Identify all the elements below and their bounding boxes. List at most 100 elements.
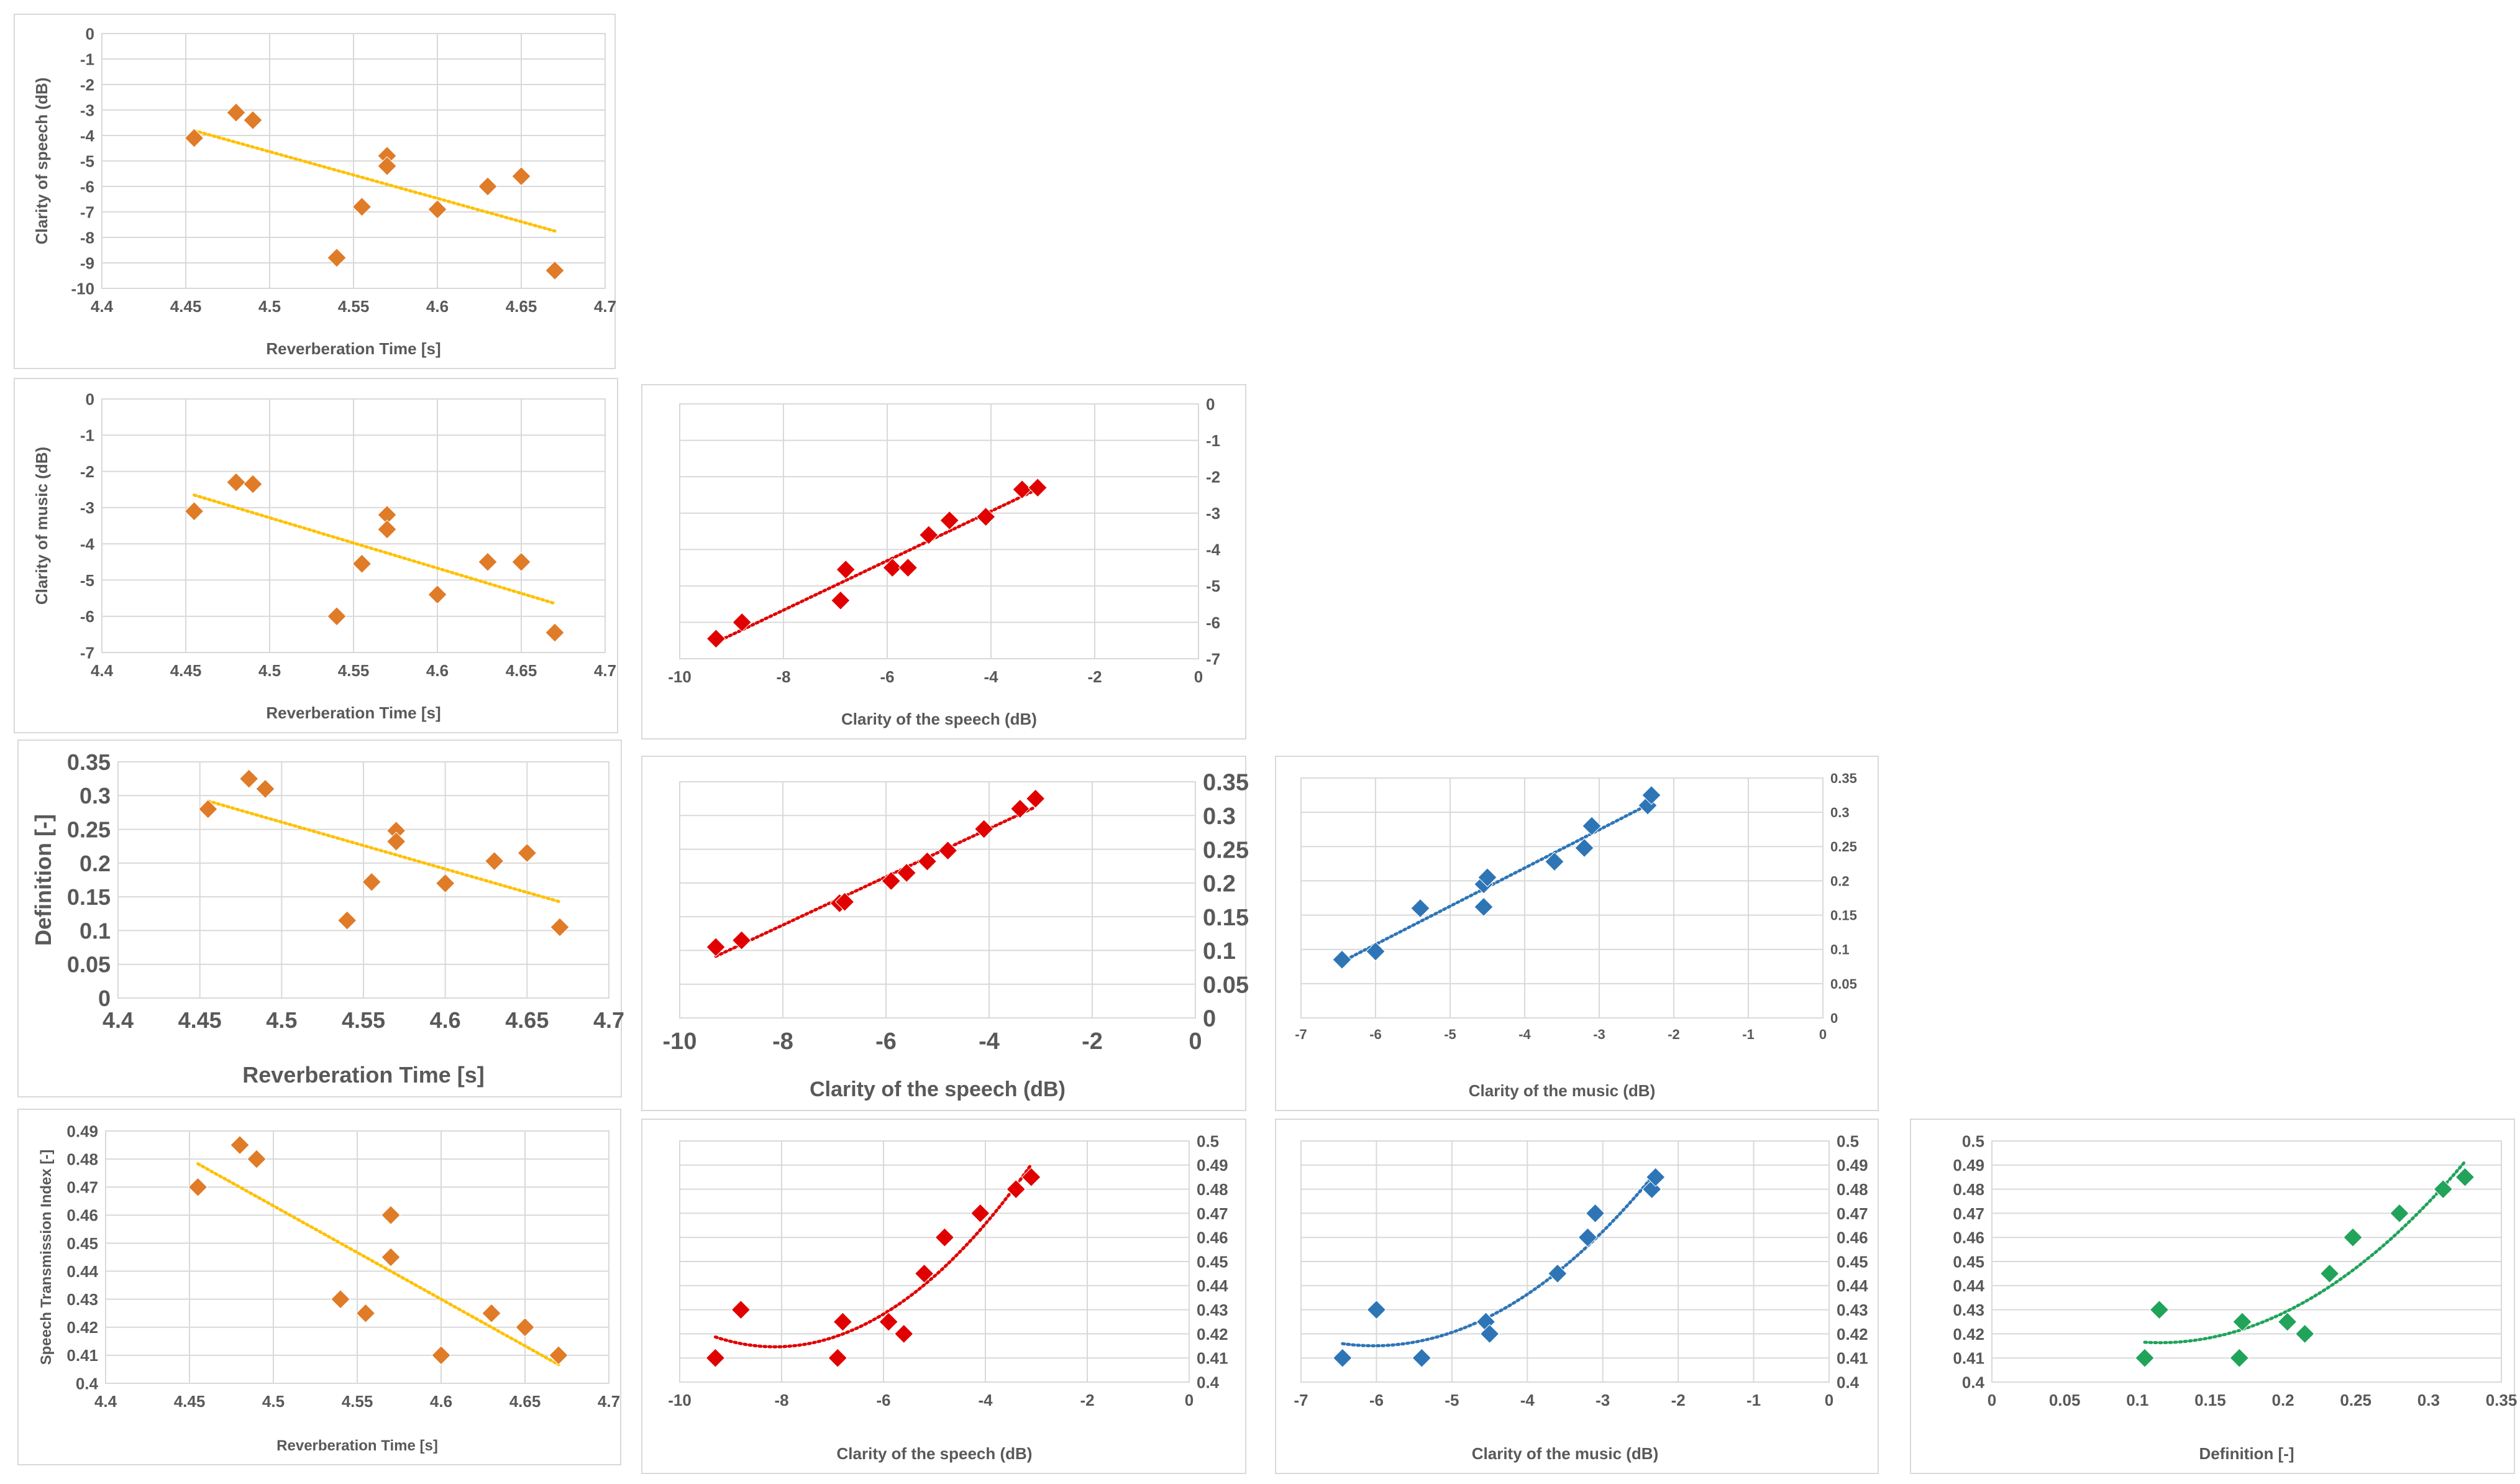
tick-labels: 4.4 4.45 4.5 4.55 4.6 4.65 4.7 0 0.05 0.1 0.15 0.2 0… <box>67 749 624 1033</box>
x-tick-label: 4.65 <box>509 1392 541 1411</box>
trendline <box>196 1162 560 1367</box>
y-tick-label: -3 <box>80 101 94 119</box>
data-point-marker <box>515 1317 535 1337</box>
data-point-marker <box>1585 1203 1605 1224</box>
x-tick-label: 4.55 <box>338 661 370 680</box>
chart-panel-c8: -10 -8 -6 -4 -2 0 0.4 0.41 0.42 0.43 0.44 0.45 0.46 0… <box>641 1119 1246 1474</box>
chart-c9: -7 -6 -5 -4 -3 -2 -1 00.4 0.41 0.42 0.43 0.44 0.45 0.… <box>1294 1132 1868 1463</box>
y-tick-label: 0 <box>1203 1006 1216 1032</box>
chart-panel-c10: 0 0.05 0.1 0.15 0.2 0.25 0.3 0.35 0.4 0.41 0.42 0.4… <box>1910 1119 2518 1474</box>
data-point-marker <box>2319 1263 2340 1284</box>
plot-area <box>117 761 609 999</box>
trendline <box>713 1163 1033 1349</box>
y-tick-label: 0.15 <box>67 884 111 910</box>
x-tick-label: -7 <box>1295 1027 1307 1042</box>
data-point-marker <box>511 552 531 572</box>
y-tick-label: 0.49 <box>1837 1156 1868 1175</box>
data-points <box>1333 1167 1666 1368</box>
data-point-marker <box>381 1247 401 1267</box>
x-tick-label: -7 <box>1294 1391 1308 1409</box>
chart-c8: -10 -8 -6 -4 -2 00.4 0.41 0.42 0.43 0.44 0.45 0.46 0… <box>668 1132 1228 1463</box>
tick-labels: -7 -6 -5 -4 -3 -2 -1 00 0.05 0.1 0.15 0.2 0.25 0.3 0.3… <box>1295 771 1857 1042</box>
plot-area <box>679 403 1199 659</box>
data-point-marker <box>879 1312 898 1332</box>
x-tick-label: 4.65 <box>506 661 537 680</box>
y-tick-label: -3 <box>1206 504 1220 523</box>
y-tick-label: 0.42 <box>1837 1325 1868 1344</box>
x-tick-label: 0.1 <box>2126 1391 2148 1409</box>
x-tick-label: 0 <box>1194 667 1203 686</box>
data-point-marker <box>2232 1312 2252 1332</box>
x-tick-label: -6 <box>880 667 894 686</box>
y-tick-label: 0.05 <box>67 952 111 978</box>
y-tick-label: 0.47 <box>1837 1204 1868 1223</box>
y-tick-label: 0.25 <box>1830 839 1857 854</box>
y-axis-title: Clarity of speech (dB) <box>32 78 51 245</box>
y-tick-label: 0.2 <box>1203 871 1236 897</box>
x-tick-label: 4.7 <box>598 1392 620 1411</box>
x-tick-label: -4 <box>1520 1391 1535 1409</box>
x-tick-label: 4.55 <box>342 1007 385 1033</box>
y-tick-label: -2 <box>80 462 94 481</box>
x-tick-label: 4.6 <box>426 661 449 680</box>
y-tick-label: 0.45 <box>1837 1252 1868 1271</box>
x-tick-label: -2 <box>1080 1391 1094 1409</box>
x-tick-label: -1 <box>1746 1391 1761 1409</box>
data-point-marker <box>1025 789 1046 808</box>
chart-panel-c7: 4.4 4.45 4.5 4.55 4.6 4.65 4.7 0.4 0.41 0.42 0.43 0… <box>17 1109 621 1465</box>
x-tick-label: 4.5 <box>266 1007 297 1033</box>
data-point-marker <box>1548 1263 1568 1284</box>
y-tick-label: 0.48 <box>1953 1180 1984 1199</box>
x-tick-label: 0.35 <box>2486 1391 2518 1409</box>
y-tick-label: 0.3 <box>1203 804 1236 830</box>
data-point-marker <box>226 103 246 122</box>
y-tick-label: 0.49 <box>1197 1156 1228 1175</box>
x-tick-label: -4 <box>1518 1027 1531 1042</box>
tick-labels: 4.4 4.45 4.5 4.55 4.6 4.65 4.7 0.4 0.41 0.42 0.43 0… <box>66 1122 620 1411</box>
y-tick-label: -7 <box>80 203 94 221</box>
data-point-marker <box>435 873 455 894</box>
x-tick-label: 0 <box>1185 1391 1194 1409</box>
data-point-marker <box>1582 816 1602 836</box>
x-axis-title: Clarity of the music (dB) <box>1472 1444 1658 1463</box>
x-tick-label: -10 <box>663 1028 697 1055</box>
y-tick-label: 0.41 <box>1837 1349 1868 1368</box>
data-point-marker <box>917 851 938 871</box>
data-points <box>1332 785 1661 969</box>
y-tick-label: -9 <box>80 254 94 272</box>
data-point-marker <box>882 557 903 578</box>
y-tick-label: 0.47 <box>1953 1204 1984 1223</box>
chart-c5: -10 -8 -6 -4 -2 00 0.05 0.1 0.15 0.2 0.25 0.3 0.35 Cl… <box>663 770 1249 1101</box>
data-point-marker <box>1574 838 1594 858</box>
y-tick-label: 0.46 <box>1837 1229 1868 1247</box>
data-points <box>184 103 565 281</box>
x-tick-label: 4.4 <box>91 661 114 680</box>
y-tick-label: -4 <box>80 535 95 554</box>
x-tick-label: -2 <box>1087 667 1102 686</box>
data-points <box>188 1135 568 1365</box>
y-tick-label: 0.42 <box>1197 1325 1228 1344</box>
y-tick-label: 0.46 <box>66 1206 98 1225</box>
data-point-marker <box>1028 478 1048 498</box>
x-tick-label: -8 <box>776 667 790 686</box>
x-tick-label: 0.05 <box>2049 1391 2081 1409</box>
tick-labels: 4.4 4.45 4.5 4.55 4.6 4.65 4.7 -7 -6 -5 -4 -3 -2 -1 0 <box>80 390 616 680</box>
x-tick-label: -2 <box>1671 1391 1686 1409</box>
data-point-marker <box>188 1177 208 1197</box>
y-tick-label: -6 <box>80 177 94 196</box>
y-tick-label: 0.49 <box>1953 1156 1984 1175</box>
data-point-marker <box>1577 1227 1598 1247</box>
y-tick-label: 0.5 <box>1837 1132 1859 1150</box>
data-point-marker <box>1646 1167 1666 1187</box>
data-point-marker <box>362 872 381 892</box>
plot-area <box>101 33 606 289</box>
plot-area <box>1300 1140 1830 1383</box>
data-point-marker <box>914 1263 934 1284</box>
data-point-marker <box>355 1303 376 1323</box>
x-tick-label: -2 <box>1082 1028 1103 1055</box>
data-point-marker <box>2390 1203 2409 1224</box>
tick-labels: -10 -8 -6 -4 -2 00 0.05 0.1 0.15 0.2 0.25 0.3 0.35 <box>663 770 1249 1055</box>
y-tick-label: 0.2 <box>1830 873 1850 889</box>
trendline <box>193 129 557 233</box>
data-point-marker <box>550 917 570 937</box>
